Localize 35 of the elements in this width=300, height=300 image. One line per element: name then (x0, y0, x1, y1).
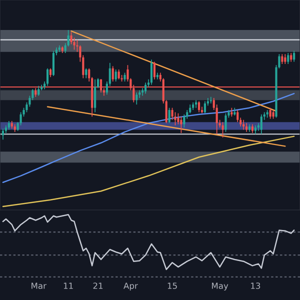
candlestick (183, 114, 186, 128)
candlestick (114, 69, 117, 82)
candlestick (150, 59, 153, 86)
candlestick (281, 54, 284, 64)
candlestick (20, 112, 22, 126)
candlestick (180, 116, 182, 134)
candlestick (198, 100, 200, 113)
candlestick (52, 50, 55, 76)
candlestick (287, 52, 290, 64)
candlestick (260, 114, 262, 135)
candlestick (284, 54, 286, 64)
x-tick-label: 11 (64, 282, 73, 289)
candlestick (236, 110, 239, 122)
candlestick (168, 107, 170, 124)
candlestick (224, 112, 227, 132)
candlestick (46, 68, 49, 86)
candlestick (136, 92, 138, 105)
candlestick (38, 85, 40, 96)
x-tick-label: 21 (93, 282, 103, 289)
candlestick (118, 69, 120, 80)
candlestick (112, 66, 114, 82)
candlestick (269, 107, 272, 120)
x-tick-label: May (212, 282, 228, 291)
candlestick (94, 78, 96, 113)
x-tick-label: Apr (124, 282, 138, 291)
x-tick-label: Mar (32, 282, 46, 289)
x-tick-label: 15 (168, 282, 177, 289)
candlestick (293, 50, 296, 62)
candlestick (222, 122, 224, 138)
candlestick (144, 82, 147, 94)
candlestick (153, 61, 156, 80)
x-tick-label: 13 (251, 282, 260, 289)
candlestick (85, 68, 88, 79)
candlestick (174, 112, 176, 126)
candlestick (204, 100, 206, 114)
